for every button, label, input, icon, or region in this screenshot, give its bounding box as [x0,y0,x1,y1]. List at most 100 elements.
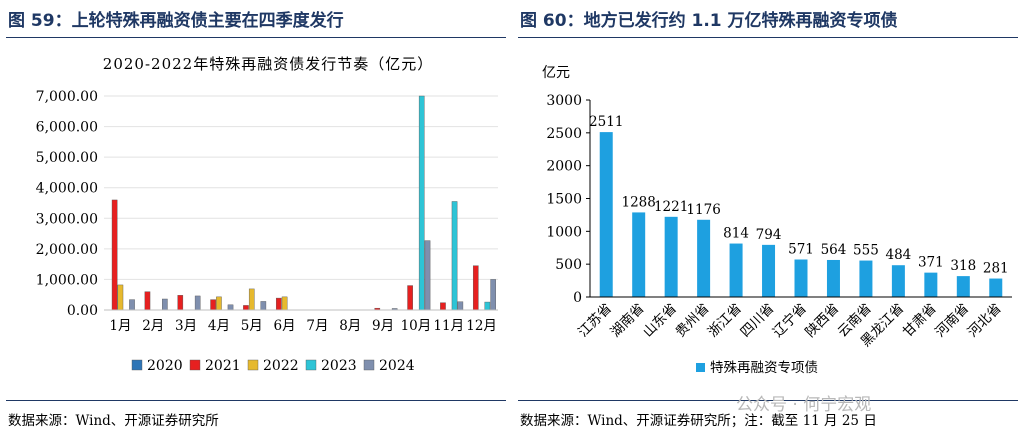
y-tick-label: 1,000.00 [36,272,98,288]
y-tick-label: 1500 [546,192,582,208]
bar [989,278,1003,297]
source-rule-right [518,400,1018,401]
bar [227,304,234,311]
bar [407,285,413,311]
y-gridlines [104,95,498,280]
legend-label: 特殊再融资专项债 [710,360,818,376]
x-tick-label: 1月 [109,318,131,334]
bar [632,212,646,297]
y-tick-label: 6,000.00 [36,120,98,136]
x-tick-label: 江苏省 [575,301,615,341]
data-label: 1288 [622,194,656,210]
bar [144,291,151,311]
data-label: 484 [885,247,911,263]
bar [859,260,873,297]
bar [794,259,808,297]
x-tick-label: 陕西省 [802,301,842,341]
bar [457,301,464,311]
bar [129,299,135,311]
bar [891,265,905,297]
x-tick-label: 浙江省 [705,301,745,341]
legend-swatch [131,359,143,371]
bar [424,240,431,311]
bar [826,259,840,297]
bar [243,305,249,311]
source-rule-left [6,400,506,401]
bar [117,284,124,311]
x-tick-label: 11月 [433,318,464,334]
bar [762,244,776,297]
data-label: 564 [821,242,847,258]
y-tick-label: 500 [555,257,582,273]
bar [248,288,255,311]
bar [440,302,446,311]
bar [210,299,216,311]
bar [260,301,267,311]
x-tick-label: 四川省 [737,301,777,341]
x-tick-label: 3月 [175,318,197,334]
bar [275,297,282,311]
data-label: 371 [918,255,944,271]
x-tick-labels: 1月 2月 3月 4月 5月 6月 7月 8月 9月 10月 11月 12月 [109,318,497,334]
y-tick-labels-right: 0 500 1000 1500 2000 2500 3000 [546,93,590,306]
figure-title-right: 图 60：地方已发行约 1.1 万亿特殊再融资专项债 [520,11,898,31]
chart-title-left: 2020-2022年特殊再融资债发行节奏（亿元） [103,55,433,73]
legend-right: 特殊再融资专项债 [696,360,818,376]
y-tick-label: 2000 [546,159,582,175]
x-tick-label: 河南省 [932,301,972,341]
x-tick-label: 河北省 [965,301,1005,341]
legend-label: 2020 [147,358,183,374]
legend-label: 2022 [263,358,299,374]
bar [162,298,168,311]
y-tick-label: 4,000.00 [36,181,98,197]
x-tick-label: 湖南省 [608,301,648,341]
panel-right: 图 60：地方已发行约 1.1 万亿特殊再融资专项债 亿元 0 500 1000 15… [512,0,1024,440]
y-tick-label: 0.00 [67,303,98,319]
bar [924,272,938,297]
bar [216,296,222,311]
x-tick-label: 12月 [466,318,497,334]
bar [664,216,678,297]
bar [451,201,458,311]
x-tick-label: 山东省 [640,301,680,341]
bar [177,295,184,311]
x-tick-label: 8月 [339,318,361,334]
figure-title-left: 图 59：上轮特殊再融资债主要在四季度发行 [8,11,344,31]
legend-swatch [305,359,317,371]
legend-label: 2023 [321,358,357,374]
y-axis-unit: 亿元 [542,65,570,81]
data-label: 1221 [654,199,688,215]
x-tick-label: 7月 [306,318,328,334]
bars-left [111,95,496,311]
bar [490,279,496,311]
data-label: 794 [756,227,782,243]
y-tick-label: 3,000.00 [36,211,98,227]
legend-swatch [189,359,201,371]
legend-label: 2024 [379,358,415,374]
bar [956,276,970,297]
x-tick-label: 辽宁省 [769,300,810,341]
data-label: 281 [983,261,1009,277]
bar [599,132,613,297]
x-tick-label: 9月 [372,318,394,334]
data-label: 571 [788,242,814,258]
y-tick-label: 1000 [546,224,582,240]
x-tick-label: 2月 [142,318,164,334]
chart-right: 亿元 0 500 1000 1500 2000 2500 3000 2511 12881221… [542,65,1012,376]
panel-left: 图 59：上轮特殊再融资债主要在四季度发行 2020-2022年特殊再融资债发行… [6,11,506,429]
bar [111,199,118,311]
y-tick-labels: 0.00 1,000.00 2,000.00 3,000.00 4,000.00 5,00… [36,89,98,319]
source-note-right: 数据来源：Wind、开源证券研究所；注：截至 11 月 25 日 [520,413,877,429]
source-note-left: 数据来源：Wind、开源证券研究所 [8,413,219,429]
data-label: 2511 [589,114,623,130]
x-tick-label: 10月 [401,318,432,334]
legend-label: 2021 [205,358,241,374]
title-rule-right [518,37,1018,38]
data-label: 1176 [686,202,720,218]
legend-left: 2020 2021 2022 2023 2024 [131,358,415,374]
legend-swatch [247,359,259,371]
y-tick-label: 2,000.00 [36,242,98,258]
data-label: 318 [950,258,976,274]
